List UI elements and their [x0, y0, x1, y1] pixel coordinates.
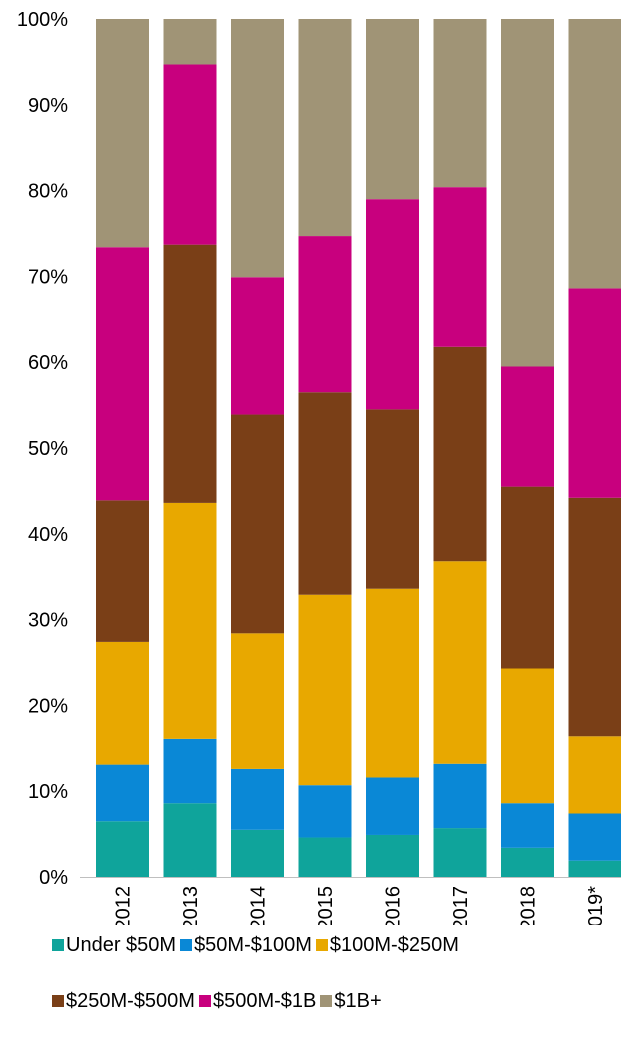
- legend-item: $100M-$250M: [316, 934, 459, 957]
- y-tick-label: 100%: [17, 9, 68, 31]
- legend-swatch: [320, 995, 332, 1007]
- legend-swatch: [52, 995, 64, 1007]
- bar-segment: [569, 861, 621, 877]
- bar-segment: [366, 589, 419, 778]
- bar-segment: [501, 366, 554, 486]
- legend-item: Under $50M: [52, 934, 176, 957]
- y-tick-label: 60%: [28, 352, 68, 374]
- legend-label: $500M-$1B: [213, 990, 316, 1013]
- legend-item: $250M-$500M: [52, 990, 195, 1013]
- legend-label: $100M-$250M: [330, 934, 459, 957]
- bar-segment: [569, 814, 621, 861]
- bar-segment: [434, 828, 487, 877]
- bar-segment: [299, 19, 352, 236]
- bar-segment: [434, 561, 487, 763]
- bar-segment: [299, 392, 352, 594]
- x-tick-label: 2017: [450, 886, 472, 925]
- bar-segment: [569, 19, 621, 288]
- bar-segment: [231, 415, 284, 634]
- x-tick-label: 2015: [315, 886, 337, 925]
- bar-segment: [501, 848, 554, 877]
- bar-segment: [164, 803, 217, 877]
- bar-segment: [299, 595, 352, 785]
- x-axis-ticks: 2012 2013 2014 2015 2016 2017 2018 2019*: [113, 886, 608, 925]
- bar-segment: [96, 821, 149, 877]
- bar-segment: [434, 19, 487, 187]
- bar-segment: [501, 669, 554, 804]
- bar-segment: [366, 409, 419, 588]
- y-axis-ticks: 0% 10% 20% 30% 40% 50% 60% 70% 80% 90% 100%: [17, 9, 68, 889]
- y-tick-label: 90%: [28, 95, 68, 117]
- bar-segment: [434, 347, 487, 561]
- y-tick-label: 40%: [28, 524, 68, 546]
- bar-segment: [366, 835, 419, 877]
- bar-segment: [164, 64, 217, 244]
- x-tick-label: 2016: [383, 886, 405, 925]
- bar-segment: [569, 498, 621, 737]
- legend-item: $1B+: [320, 990, 381, 1013]
- bar-segment: [299, 236, 352, 392]
- bar-segment: [164, 739, 217, 803]
- legend-label: $250M-$500M: [66, 990, 195, 1013]
- legend-label: Under $50M: [66, 934, 176, 957]
- bar-segment: [366, 777, 419, 834]
- legend-label: $50M-$100M: [194, 934, 312, 957]
- x-tick-label: 2018: [518, 886, 540, 925]
- bar-segment: [434, 187, 487, 347]
- legend-item: $50M-$100M: [180, 934, 312, 957]
- bar-segment: [299, 838, 352, 877]
- legend-item: $500M-$1B: [199, 990, 316, 1013]
- bar-segment: [96, 765, 149, 822]
- legend-swatch: [316, 939, 328, 951]
- bar-segment: [501, 487, 554, 669]
- legend-swatch: [180, 939, 192, 951]
- x-tick-label: 2012: [113, 886, 135, 925]
- legend-row: Under $50M $50M-$100M $100M-$250M: [52, 930, 612, 960]
- legend: Under $50M $50M-$100M $100M-$250M $250M-$50…: [52, 930, 612, 1042]
- bar-segment: [501, 19, 554, 366]
- y-tick-label: 20%: [28, 695, 68, 717]
- y-tick-label: 80%: [28, 181, 68, 203]
- bar-segment: [96, 500, 149, 642]
- x-tick-label: 2019*: [585, 886, 607, 925]
- bar-segment: [569, 288, 621, 497]
- bar-segment: [366, 19, 419, 199]
- bar-segment: [164, 19, 217, 64]
- bar-segment: [434, 764, 487, 828]
- legend-swatch: [199, 995, 211, 1007]
- bar-segment: [231, 830, 284, 877]
- x-tick-label: 2013: [180, 886, 202, 925]
- bar-segment: [164, 503, 217, 739]
- bar-segment: [231, 633, 284, 769]
- bar-segment: [96, 19, 149, 247]
- bar-segment: [96, 642, 149, 765]
- legend-swatch: [52, 939, 64, 951]
- y-tick-label: 10%: [28, 781, 68, 803]
- bar-segment: [231, 769, 284, 830]
- y-tick-label: 0%: [39, 867, 68, 889]
- legend-row: $250M-$500M $500M-$1B $1B+: [52, 986, 612, 1016]
- legend-label: $1B+: [334, 990, 381, 1013]
- bar-segment: [231, 277, 284, 414]
- x-tick-label: 2014: [248, 886, 270, 925]
- bar-segment: [299, 785, 352, 837]
- y-tick-label: 30%: [28, 610, 68, 632]
- bar-segment: [96, 247, 149, 500]
- bars-group: [96, 19, 621, 877]
- bar-segment: [366, 199, 419, 409]
- y-tick-label: 70%: [28, 266, 68, 288]
- bar-segment: [501, 803, 554, 848]
- bar-segment: [569, 736, 621, 813]
- bar-segment: [164, 245, 217, 503]
- bar-segment: [231, 19, 284, 277]
- y-tick-label: 50%: [28, 438, 68, 460]
